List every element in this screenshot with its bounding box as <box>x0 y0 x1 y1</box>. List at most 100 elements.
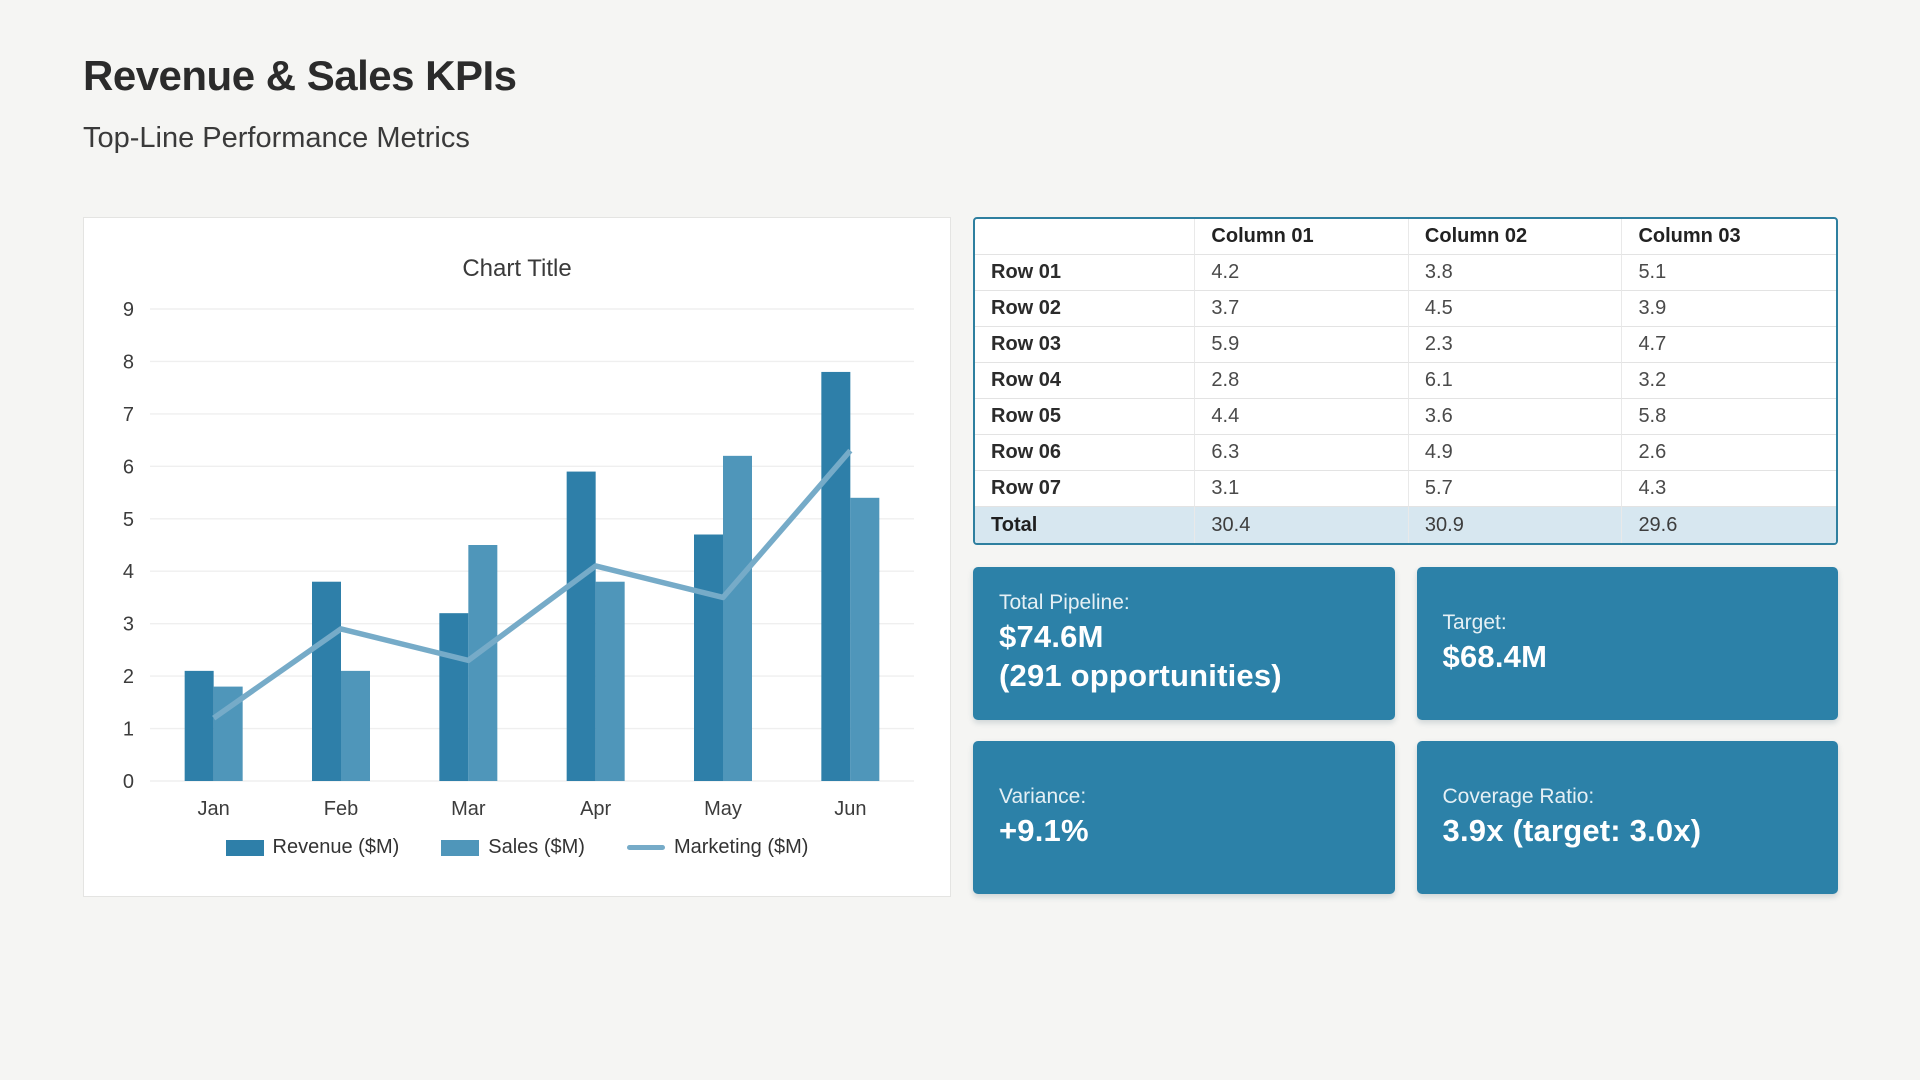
value-cell: 3.9 <box>1622 291 1836 327</box>
kpi-card-target: Target: $68.4M <box>1416 567 1838 720</box>
value-cell: 5.7 <box>1408 471 1623 507</box>
y-axis-tick-label: 1 <box>123 719 134 741</box>
kpi-card-variance: Variance: +9.1% <box>973 741 1395 894</box>
table-row: Row 06 6.3 4.9 2.6 <box>975 435 1836 471</box>
sales-m-bar <box>850 497 880 781</box>
chart-legend: Revenue ($M) Sales ($M) Marketing ($M) <box>84 836 950 859</box>
kpi-card-value: (291 opportunities) <box>999 658 1282 693</box>
value-cell: 4.5 <box>1408 291 1623 327</box>
value-cell: 2.8 <box>1195 363 1409 399</box>
value-cell: 4.9 <box>1408 435 1623 471</box>
right-column: Column 01 Column 02 Column 03 Row 01 4.2 3.8… <box>973 217 1838 897</box>
table-row: Row 07 3.1 5.7 4.3 <box>975 471 1836 507</box>
y-axis-tick-label: 4 <box>123 561 134 583</box>
legend-item: Revenue ($M) <box>225 836 400 859</box>
content-area: Chart Title 0 1 2 3 4 5 6 7 8 9 Jan Feb Mar Apr May Jun … <box>83 217 1838 897</box>
y-axis-tick-label: 3 <box>123 614 134 636</box>
combo-chart: Chart Title 0 1 2 3 4 5 6 7 8 9 Jan Feb Mar Apr May Jun <box>123 255 914 820</box>
kpi-card-label: Coverage Ratio: <box>1442 784 1595 808</box>
kpi-card-value: +9.1% <box>999 812 1089 848</box>
table-row: Row 03 5.9 2.3 4.7 <box>975 327 1836 363</box>
legend-label: Sales ($M) <box>488 836 585 858</box>
y-axis-tick-label: 6 <box>123 456 134 478</box>
dashboard-page: Revenue & Sales KPIs Top-Line Performanc… <box>83 52 1838 897</box>
x-axis-label: Apr <box>580 798 611 820</box>
kpi-card-value: $74.6M <box>999 619 1104 655</box>
kpi-card-label: Total Pipeline: <box>999 591 1130 615</box>
chart-card: Chart Title 0 1 2 3 4 5 6 7 8 9 Jan Feb Mar Apr May Jun … <box>83 217 951 897</box>
legend-label: Marketing ($M) <box>673 836 809 858</box>
value-cell: 5.8 <box>1622 399 1836 435</box>
sales-m-bar <box>341 670 370 781</box>
table-header-cell: Column 02 <box>1408 219 1623 255</box>
value-cell: 2.6 <box>1622 435 1836 471</box>
value-cell: 5.1 <box>1622 255 1836 291</box>
value-cell: 4.3 <box>1622 471 1836 507</box>
table-total-row: Total 30.4 30.9 29.6 <box>975 507 1836 543</box>
x-axis-label: May <box>704 798 742 820</box>
x-axis-label: Mar <box>451 798 486 820</box>
value-cell: 4.2 <box>1195 255 1409 291</box>
value-cell: 29.6 <box>1622 507 1836 543</box>
chart-title: Chart Title <box>462 255 571 282</box>
legend-swatch-icon <box>626 845 665 850</box>
table-row: Row 05 4.4 3.6 5.8 <box>975 399 1836 435</box>
legend-item: Sales ($M) <box>441 836 585 859</box>
row-label-cell: Row 06 <box>975 435 1196 471</box>
value-cell: 3.7 <box>1195 291 1409 327</box>
y-axis-tick-label: 8 <box>123 351 134 373</box>
row-label-cell: Row 02 <box>975 291 1196 327</box>
value-cell: 5.9 <box>1195 327 1409 363</box>
kpi-cards-grid: Total Pipeline: $74.6M (291 opportunities)… <box>973 567 1838 894</box>
x-axis-label: Jun <box>834 798 866 820</box>
legend-swatch-icon <box>225 839 264 856</box>
kpi-table: Column 01 Column 02 Column 03 Row 01 4.2 3.8… <box>973 217 1838 545</box>
revenue-m-bar <box>184 670 214 781</box>
kpi-card-label: Target: <box>1442 610 1507 634</box>
table-header-row: Column 01 Column 02 Column 03 <box>975 219 1836 255</box>
value-cell: 3.2 <box>1622 363 1836 399</box>
x-axis-label: Feb <box>324 798 358 820</box>
legend-swatch-icon <box>441 839 480 856</box>
value-cell: 4.7 <box>1622 327 1836 363</box>
value-cell: 30.9 <box>1408 507 1623 543</box>
row-label-cell: Row 01 <box>975 255 1196 291</box>
row-label-cell: Total <box>975 507 1196 543</box>
table-header-cell <box>975 219 1196 255</box>
kpi-card-label: Variance: <box>999 784 1087 808</box>
value-cell: 6.3 <box>1195 435 1409 471</box>
row-label-cell: Row 07 <box>975 471 1196 507</box>
legend-item: Marketing ($M) <box>626 836 809 859</box>
value-cell: 3.1 <box>1195 471 1409 507</box>
sales-m-bar <box>468 545 498 781</box>
revenue-m-bar <box>566 471 596 781</box>
y-axis-tick-label: 5 <box>123 509 134 531</box>
sales-m-bar <box>723 455 752 781</box>
y-axis-tick-label: 2 <box>123 666 134 688</box>
kpi-card-value: $68.4M <box>1442 638 1548 674</box>
value-cell: 3.8 <box>1408 255 1623 291</box>
revenue-m-bar <box>439 613 469 781</box>
kpi-card-value: 3.9x (target: 3.0x) <box>1442 812 1702 848</box>
row-label-cell: Row 03 <box>975 327 1196 363</box>
table-row: Row 02 3.7 4.5 3.9 <box>975 291 1836 327</box>
value-cell: 30.4 <box>1195 507 1409 543</box>
row-label-cell: Row 04 <box>975 363 1196 399</box>
sales-m-bar <box>595 581 625 781</box>
table-header-cell: Column 03 <box>1622 219 1836 255</box>
y-axis-tick-label: 0 <box>123 771 134 793</box>
page-title: Revenue & Sales KPIs <box>83 52 517 99</box>
revenue-m-bar <box>821 371 851 781</box>
legend-label: Revenue ($M) <box>272 836 400 858</box>
kpi-card-coverage-ratio: Coverage Ratio: 3.9x (target: 3.0x) <box>1416 741 1838 894</box>
value-cell: 6.1 <box>1408 363 1623 399</box>
kpi-card-total-pipeline: Total Pipeline: $74.6M (291 opportunities) <box>973 567 1395 720</box>
table-row: Row 04 2.8 6.1 3.2 <box>975 363 1836 399</box>
table-row: Row 01 4.2 3.8 5.1 <box>975 255 1836 291</box>
marketing-m-line <box>212 448 853 721</box>
row-label-cell: Row 05 <box>975 399 1196 435</box>
revenue-m-bar <box>312 581 341 781</box>
y-axis-tick-label: 9 <box>123 299 134 321</box>
x-axis-label: Jan <box>198 798 230 820</box>
page-subtitle: Top-Line Performance Metrics <box>83 122 470 154</box>
